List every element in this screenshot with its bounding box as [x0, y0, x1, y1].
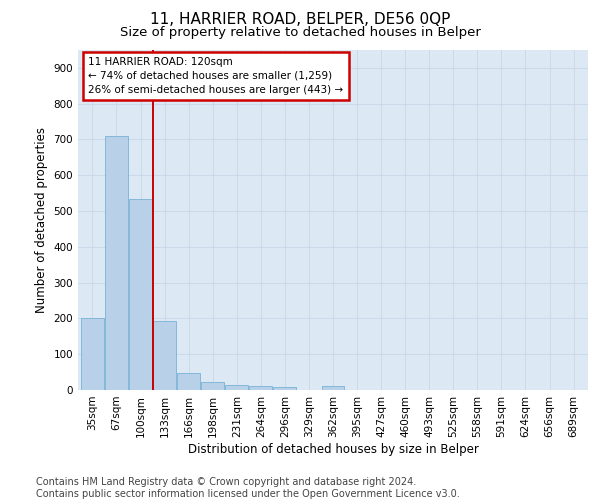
- Bar: [226, 385, 248, 390]
- Text: Size of property relative to detached houses in Belper: Size of property relative to detached ho…: [119, 26, 481, 39]
- Text: 11 HARRIER ROAD: 120sqm
← 74% of detached houses are smaller (1,259)
26% of semi: 11 HARRIER ROAD: 120sqm ← 74% of detache…: [88, 57, 343, 95]
- Text: 11, HARRIER ROAD, BELPER, DE56 0QP: 11, HARRIER ROAD, BELPER, DE56 0QP: [150, 12, 450, 28]
- Text: Contains HM Land Registry data © Crown copyright and database right 2024.
Contai: Contains HM Land Registry data © Crown c…: [36, 478, 460, 499]
- Bar: [250, 386, 272, 390]
- Bar: [201, 382, 224, 390]
- Bar: [177, 373, 200, 390]
- X-axis label: Distribution of detached houses by size in Belper: Distribution of detached houses by size …: [188, 442, 478, 456]
- Y-axis label: Number of detached properties: Number of detached properties: [35, 127, 48, 313]
- Bar: [105, 136, 128, 390]
- Bar: [274, 387, 296, 390]
- Bar: [81, 318, 104, 390]
- Bar: [153, 322, 176, 390]
- Bar: [129, 198, 152, 390]
- Bar: [322, 386, 344, 390]
